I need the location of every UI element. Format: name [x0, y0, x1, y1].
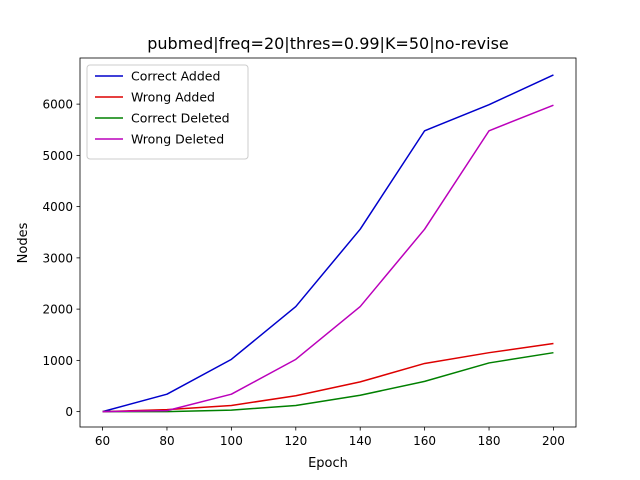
- y-tick-label: 4000: [42, 200, 73, 214]
- series-line-correct-deleted: [102, 351, 554, 413]
- x-tick-label: 60: [95, 434, 110, 448]
- y-tick-label: 2000: [42, 303, 73, 317]
- x-tick-label: 80: [159, 434, 174, 448]
- y-tick-label: 3000: [42, 251, 73, 265]
- x-axis-label: Epoch: [308, 456, 348, 471]
- legend-box: [86, 64, 249, 160]
- x-tick-label: 100: [220, 434, 243, 448]
- legend-label-correct-deleted: Correct Deleted: [131, 111, 230, 126]
- legend-label-wrong-added: Wrong Added: [131, 90, 215, 105]
- y-tick-label: 6000: [42, 98, 73, 112]
- x-tick-label: 140: [349, 434, 372, 448]
- legend: Correct Added Wrong Added Correct Deleted W…: [86, 64, 249, 160]
- chart-title: pubmed|freq=20|thres=0.99|K=50|no-revise: [147, 34, 509, 53]
- legend-label-wrong-deleted: Wrong Deleted: [131, 132, 224, 147]
- legend-label-correct-added: Correct Added: [131, 69, 220, 84]
- x-tick-label: 200: [542, 434, 565, 448]
- series-layer: [102, 74, 554, 413]
- y-tick-label: 0: [65, 405, 73, 419]
- x-tick-label: 180: [478, 434, 501, 448]
- series-line-correct-added: [102, 74, 554, 413]
- series-line-wrong-deleted: [102, 104, 554, 413]
- y-tick-label: 5000: [42, 149, 73, 163]
- x-tick-label: 120: [284, 434, 307, 448]
- y-tick-label: 1000: [42, 354, 73, 368]
- series-line-wrong-added: [102, 342, 554, 413]
- axes-layer: 60 80 100 120 140 160 180 200010002000300040005…: [42, 57, 577, 448]
- y-axis-label: Nodes: [16, 222, 31, 263]
- x-tick-label: 160: [413, 434, 436, 448]
- plot-frame: [79, 57, 577, 428]
